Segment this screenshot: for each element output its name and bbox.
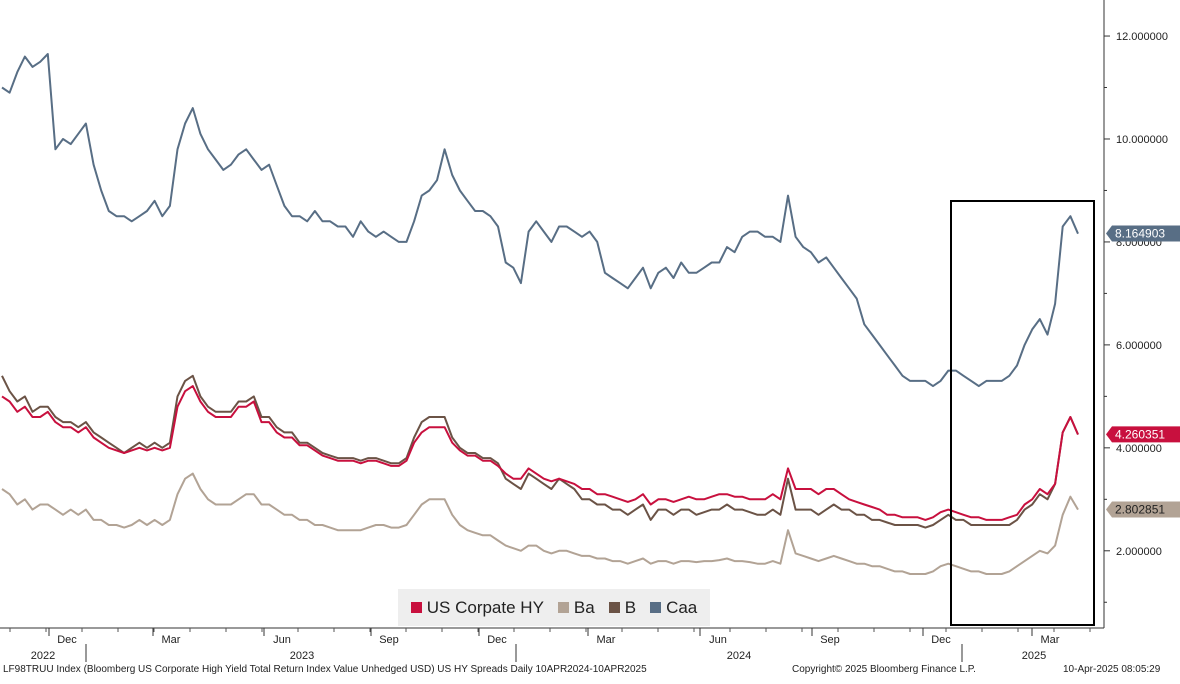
x-year-label: 2024: [727, 650, 751, 662]
highlight-box: [950, 200, 1095, 626]
legend-item-b: B: [608, 597, 637, 618]
x-month-label: Jun: [709, 634, 727, 646]
last-value-label: 8.164903: [1115, 226, 1165, 240]
last-value-label: 4.260351: [1115, 427, 1165, 441]
y-tick-label: 10.000000: [1116, 134, 1168, 146]
x-month-label: Dec: [57, 634, 77, 646]
chart-legend: US Corpate HY Ba B Caa: [398, 589, 710, 626]
y-tick-label: 2.000000: [1116, 546, 1162, 558]
series-line-b: [1, 374, 1079, 529]
series-line-us-corpate-hy: [1, 385, 1079, 521]
x-year-label: 2023: [290, 650, 314, 662]
x-month-label: Dec: [487, 634, 507, 646]
legend-swatch-b: [608, 602, 620, 613]
x-month-label: Mar: [162, 634, 181, 646]
legend-label-us-corporate-hy: US Corpate HY: [426, 597, 544, 617]
x-year-label: 2022: [31, 650, 55, 662]
legend-item-us-corporate-hy: US Corpate HY: [410, 597, 544, 618]
legend-item-caa: Caa: [650, 598, 697, 618]
footer-source: LF98TRUU Index (Bloomberg US Corporate H…: [3, 664, 647, 675]
y-tick-label: 4.000000: [1116, 443, 1162, 455]
last-value-tag-ba: [1106, 501, 1180, 518]
legend-swatch-ba: [557, 602, 569, 613]
footer-copyright: Copyright© 2025 Bloomberg Finance L.P.: [792, 664, 976, 675]
x-month-label: Sep: [379, 634, 399, 646]
legend-swatch-caa: [650, 602, 662, 613]
y-tick-label: 12.000000: [1116, 31, 1168, 43]
footer-timestamp: 10-Apr-2025 08:05:29: [1063, 664, 1161, 675]
x-year-label: 2025: [1022, 650, 1046, 662]
legend-label-b: B: [624, 597, 637, 617]
x-month-label: Sep: [820, 634, 840, 646]
y-tick-label: 6.000000: [1116, 340, 1162, 352]
last-value-tag-caa: [1106, 225, 1180, 242]
legend-item-ba: Ba: [557, 597, 595, 618]
last-value-label: 2.802851: [1115, 502, 1165, 516]
series-line-ba: [1, 472, 1079, 575]
last-value-tag-us-corpate-hy: [1106, 426, 1180, 443]
legend-swatch-us-corporate-hy: [410, 602, 422, 613]
x-month-label: Mar: [1041, 634, 1060, 646]
series-line-caa: [1, 53, 1079, 388]
x-month-label: Dec: [931, 634, 951, 646]
x-month-label: Jun: [273, 634, 291, 646]
legend-label-caa: Caa: [666, 597, 698, 617]
x-month-label: Mar: [597, 634, 616, 646]
legend-label-ba: Ba: [573, 597, 595, 617]
